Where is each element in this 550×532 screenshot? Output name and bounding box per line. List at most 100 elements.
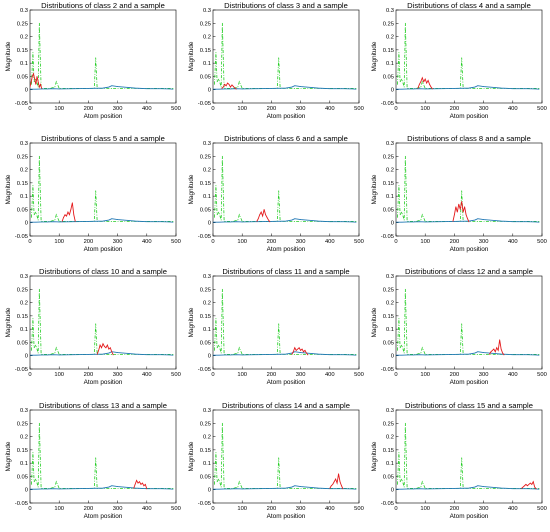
- y-tick-label: 0.3: [20, 141, 28, 147]
- data-point: [47, 221, 48, 223]
- data-point: [237, 352, 239, 354]
- x-tick-label: 300: [113, 506, 123, 512]
- data-point: [521, 488, 522, 489]
- x-tick-label: 300: [113, 239, 123, 245]
- data-point: [259, 214, 261, 216]
- data-point: [238, 81, 240, 83]
- data-point: [355, 221, 357, 223]
- data-point: [41, 488, 43, 490]
- x-tick-label: 400: [325, 506, 335, 512]
- data-point: [404, 422, 406, 424]
- data-point: [522, 486, 524, 488]
- data-point: [47, 488, 48, 490]
- data-point: [218, 88, 220, 90]
- data-point: [494, 351, 496, 353]
- data-point: [532, 481, 534, 483]
- y-tick-label: 0.3: [20, 408, 28, 414]
- y-tick-label: 0.1: [386, 327, 394, 333]
- data-point: [341, 485, 342, 487]
- data-point: [468, 353, 470, 355]
- y-tick-label: 0: [391, 354, 394, 360]
- data-point: [401, 354, 403, 356]
- data-point: [35, 488, 37, 490]
- data-point: [278, 457, 280, 459]
- data-point: [494, 353, 496, 354]
- data-point: [500, 220, 502, 222]
- data-point: [143, 485, 145, 487]
- data-point: [128, 353, 130, 354]
- data-point: [40, 486, 42, 488]
- x-tick-label: 400: [508, 372, 518, 378]
- data-point: [111, 88, 113, 89]
- data-point: [218, 344, 220, 346]
- x-tick-label: 300: [296, 239, 306, 245]
- data-point: [233, 86, 234, 87]
- y-tick-label: 0.2: [20, 168, 28, 174]
- data-point: [474, 219, 476, 221]
- y-tick-label: 0.15: [17, 314, 28, 320]
- x-axis-label: Atom position: [267, 113, 306, 120]
- data-point: [527, 221, 528, 223]
- y-tick-label: 0: [25, 354, 28, 360]
- x-tick-label: 500: [171, 239, 181, 245]
- y-tick-label: 0: [25, 488, 28, 494]
- axes-frame: [212, 9, 360, 104]
- data-point: [123, 219, 124, 221]
- y-tick-label: -0.05: [15, 367, 28, 373]
- data-point: [218, 478, 220, 480]
- data-point: [223, 352, 225, 354]
- data-point: [465, 214, 467, 216]
- data-point: [306, 486, 307, 488]
- x-tick-label: 100: [420, 506, 430, 512]
- data-point: [172, 221, 174, 223]
- data-point: [294, 218, 296, 220]
- data-point: [459, 209, 461, 210]
- data-point: [529, 482, 531, 484]
- data-point: [35, 78, 37, 80]
- data-point: [285, 220, 287, 222]
- data-point: [336, 482, 338, 484]
- subplot-title: Distributions of class 3 and a sample: [224, 1, 348, 10]
- subplot-7: Distributions of class 11 and a sample -0…: [188, 267, 364, 386]
- x-axis-label: Atom position: [84, 246, 123, 253]
- data-point: [108, 352, 110, 354]
- data-point: [58, 488, 60, 490]
- data-point: [424, 488, 426, 490]
- subplot-title: Distributions of class 12 and a sample: [405, 267, 533, 276]
- data-point: [128, 487, 130, 488]
- y-tick-label: 0.1: [20, 461, 28, 467]
- data-point: [419, 488, 420, 490]
- data-point: [483, 486, 484, 487]
- data-point: [311, 220, 313, 221]
- data-point: [403, 219, 405, 221]
- data-point: [33, 347, 35, 349]
- data-point: [146, 488, 148, 490]
- data-point: [528, 484, 530, 485]
- data-point: [420, 486, 422, 488]
- data-point: [301, 348, 303, 350]
- data-point: [224, 354, 226, 356]
- y-tick-label: 0.3: [203, 8, 211, 14]
- x-axis-label: Atom position: [450, 513, 489, 520]
- data-point: [489, 486, 490, 488]
- data-point: [172, 354, 174, 356]
- x-tick-label: 100: [54, 239, 64, 245]
- data-point: [37, 81, 39, 83]
- data-point: [413, 488, 414, 490]
- subplot-0: Distributions of class 2 and a sample -0.…: [5, 1, 181, 120]
- data-point: [535, 221, 537, 223]
- y-tick-label: -0.05: [381, 234, 394, 240]
- data-point: [524, 485, 525, 487]
- x-tick-label: 400: [325, 372, 335, 378]
- data-point: [237, 86, 239, 88]
- data-point: [223, 486, 225, 488]
- y-tick-label: 0.15: [200, 314, 211, 320]
- x-tick-label: 300: [296, 372, 306, 378]
- data-point: [477, 221, 479, 222]
- data-point: [355, 221, 357, 222]
- y-tick-label: -0.05: [381, 101, 394, 107]
- data-point: [123, 352, 124, 354]
- data-point: [439, 221, 441, 223]
- data-point: [494, 220, 496, 221]
- y-tick-label: 0.15: [200, 448, 211, 454]
